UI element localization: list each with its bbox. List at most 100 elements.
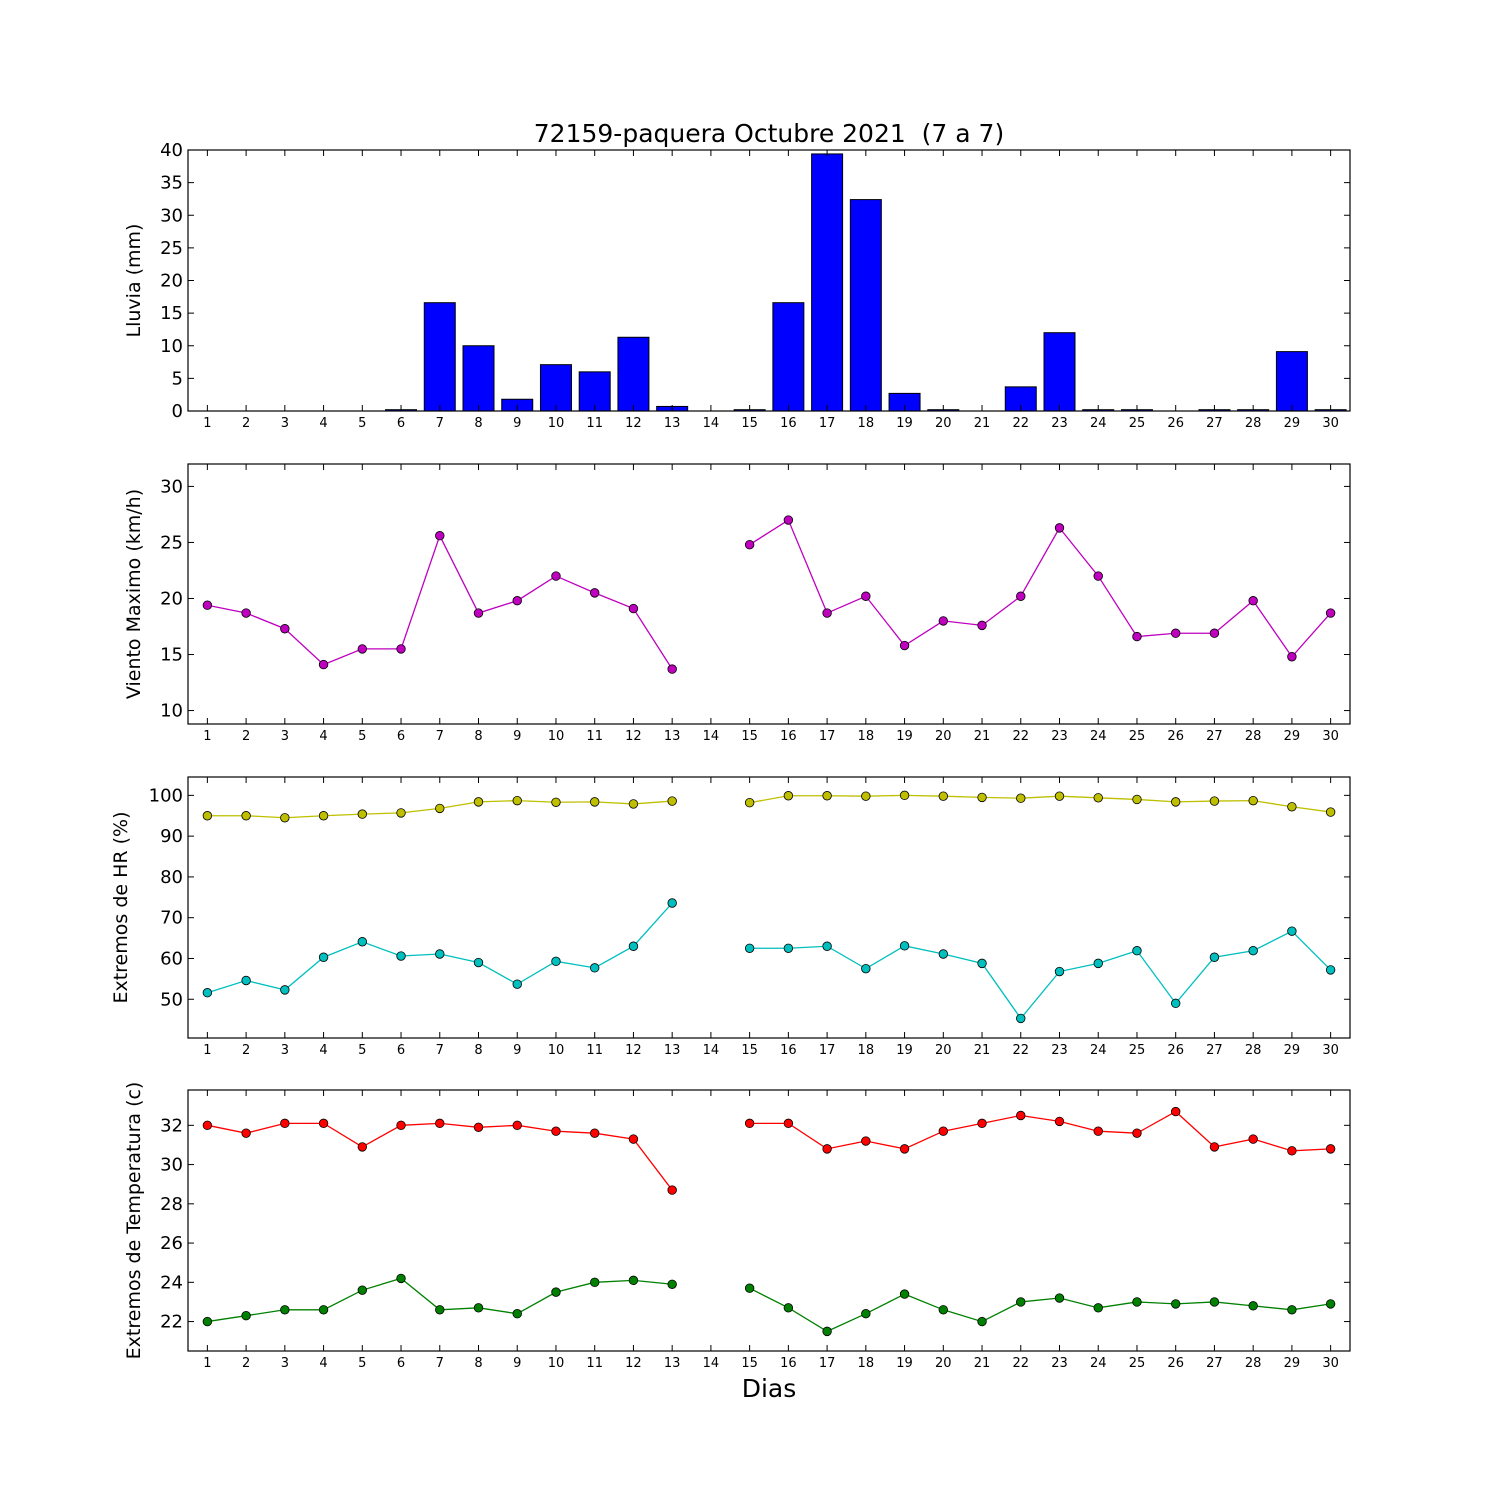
xtick-label: 14 <box>703 1043 720 1058</box>
series-1-point-day-23 <box>1054 791 1065 801</box>
xtick-label: 22 <box>1012 416 1029 431</box>
xtick-label: 15 <box>741 1356 758 1371</box>
ytick-label: 32 <box>160 1115 183 1136</box>
series-1-point-day-3 <box>280 813 290 823</box>
series-1-point-day-15 <box>744 797 755 808</box>
series-2-point-day-5 <box>357 1285 368 1295</box>
series-2-point-day-6 <box>396 1273 406 1284</box>
series-1-point-day-18 <box>861 791 871 801</box>
xtick-label: 9 <box>513 416 521 431</box>
xtick-label: 3 <box>281 729 289 744</box>
xtick-label: 18 <box>858 1043 875 1058</box>
series-1-point-day-9 <box>512 795 522 806</box>
series-2-point-day-10 <box>551 1287 561 1297</box>
series-2-point-day-3 <box>280 985 290 995</box>
xtick-label: 16 <box>780 1356 797 1371</box>
ytick-label: 40 <box>160 140 183 161</box>
series-1-point-day-12 <box>628 1134 639 1144</box>
xtick-label: 14 <box>703 416 720 431</box>
xtick-label: 1 <box>203 416 211 431</box>
xtick-label: 11 <box>586 1043 603 1058</box>
series-2-point-day-12 <box>628 1275 639 1286</box>
ytick-label: 10 <box>160 701 183 722</box>
xtick-label: 17 <box>819 729 836 744</box>
xtick-label: 7 <box>436 1043 444 1058</box>
ytick-label: 5 <box>172 368 183 389</box>
series-1-point-day-10 <box>551 797 561 807</box>
series-2-point-day-25 <box>1132 946 1142 956</box>
series-2-point-day-23 <box>1054 966 1065 977</box>
series-1-point-day-9 <box>512 596 522 606</box>
series-1-point-day-8 <box>473 797 484 807</box>
xtick-label: 24 <box>1090 1043 1107 1058</box>
series-1-point-day-5 <box>357 1142 368 1152</box>
series-2-point-day-26 <box>1170 998 1181 1009</box>
xtick-label: 8 <box>474 1043 482 1058</box>
series-2-point-day-21 <box>977 1316 987 1327</box>
series-1-point-day-16 <box>783 1118 794 1129</box>
xtick-label: 18 <box>858 1356 875 1371</box>
series-2-line-2 <box>749 930 1332 1020</box>
series-2-point-day-20 <box>938 1305 949 1315</box>
ytick-label: 30 <box>160 205 183 226</box>
series-1-point-day-12 <box>628 603 639 614</box>
xtick-label: 13 <box>664 1043 681 1058</box>
series-1-point-day-28 <box>1248 795 1258 806</box>
xtick-label: 10 <box>548 1043 565 1058</box>
xtick-label: 14 <box>703 1356 720 1371</box>
series-1-point-day-18 <box>861 1136 871 1146</box>
series-1-point-day-26 <box>1170 628 1181 638</box>
series-1-point-day-13 <box>667 796 677 806</box>
ytick-label: 25 <box>160 238 183 259</box>
chart-title: 72159-paquera Octubre 2021 (7 a 7) <box>534 119 1004 148</box>
xtick-label: 5 <box>358 1043 366 1058</box>
y-axis-label-3: Extremos de HR (%) <box>110 811 132 1003</box>
xtick-label: 17 <box>819 416 836 431</box>
bar-day-17 <box>811 153 844 411</box>
xtick-label: 18 <box>858 416 875 431</box>
series-1-point-day-3 <box>280 1118 290 1129</box>
series-2-point-day-22 <box>1016 1297 1026 1307</box>
series-1-point-day-7 <box>435 531 445 541</box>
xtick-label: 29 <box>1284 1043 1301 1058</box>
xtick-label: 7 <box>436 1356 444 1371</box>
xtick-label: 25 <box>1129 729 1146 744</box>
series-1-point-day-2 <box>241 1128 251 1138</box>
y-axis-label-2: Viento Maximo (km/h) <box>123 489 145 699</box>
series-1-point-day-22 <box>1016 591 1026 601</box>
xtick-label: 27 <box>1206 1043 1223 1058</box>
series-2-point-day-13 <box>667 898 677 908</box>
series-2-point-day-24 <box>1093 1303 1103 1313</box>
xtick-label: 30 <box>1322 1356 1339 1371</box>
series-1-point-day-6 <box>396 1120 406 1131</box>
xtick-label: 2 <box>242 729 250 744</box>
bar-day-11 <box>578 371 611 411</box>
xtick-label: 30 <box>1322 1043 1339 1058</box>
series-1-point-day-2 <box>241 608 251 618</box>
series-2-point-day-12 <box>628 941 639 951</box>
xtick-label: 10 <box>548 1356 565 1371</box>
xtick-label: 27 <box>1206 1356 1223 1371</box>
xtick-label: 9 <box>513 1043 521 1058</box>
series-1-point-day-21 <box>977 620 987 631</box>
xtick-label: 23 <box>1051 1043 1068 1058</box>
series-1-point-day-16 <box>783 515 794 525</box>
xtick-label: 4 <box>319 729 327 744</box>
series-2-point-day-3 <box>280 1305 290 1315</box>
series-1-point-day-28 <box>1248 1134 1258 1144</box>
xtick-label: 9 <box>513 729 521 744</box>
series-1-point-day-10 <box>551 571 561 581</box>
xtick-label: 2 <box>242 1356 250 1371</box>
xtick-label: 3 <box>281 1356 289 1371</box>
panel-3-frame <box>187 776 1351 1039</box>
series-1-point-day-19 <box>899 640 910 651</box>
series-1-point-day-24 <box>1093 793 1103 803</box>
xtick-label: 23 <box>1051 416 1068 431</box>
xtick-label: 20 <box>935 416 952 431</box>
series-2-point-day-28 <box>1248 946 1258 956</box>
ytick-label: 20 <box>160 271 183 292</box>
series-2-point-day-7 <box>435 1305 445 1315</box>
